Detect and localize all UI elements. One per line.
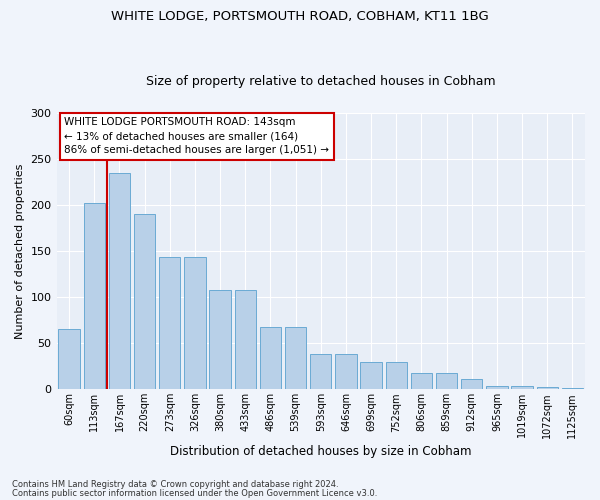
Bar [411, 372, 432, 390]
Bar [209, 290, 231, 390]
Bar [511, 386, 533, 390]
Text: WHITE LODGE PORTSMOUTH ROAD: 143sqm
← 13% of detached houses are smaller (164)
8: WHITE LODGE PORTSMOUTH ROAD: 143sqm ← 13… [64, 118, 329, 156]
Bar [536, 386, 558, 390]
Bar [58, 330, 80, 390]
Bar [335, 354, 356, 390]
Bar [184, 257, 206, 390]
Title: Size of property relative to detached houses in Cobham: Size of property relative to detached ho… [146, 76, 496, 88]
Bar [461, 379, 482, 390]
Bar [109, 173, 130, 390]
X-axis label: Distribution of detached houses by size in Cobham: Distribution of detached houses by size … [170, 444, 472, 458]
Text: Contains public sector information licensed under the Open Government Licence v3: Contains public sector information licen… [12, 489, 377, 498]
Bar [361, 362, 382, 390]
Bar [159, 257, 181, 390]
Y-axis label: Number of detached properties: Number of detached properties [15, 164, 25, 339]
Bar [386, 362, 407, 390]
Bar [285, 326, 307, 390]
Bar [310, 354, 331, 390]
Bar [235, 290, 256, 390]
Bar [260, 326, 281, 390]
Bar [562, 388, 583, 390]
Text: WHITE LODGE, PORTSMOUTH ROAD, COBHAM, KT11 1BG: WHITE LODGE, PORTSMOUTH ROAD, COBHAM, KT… [111, 10, 489, 23]
Bar [436, 372, 457, 390]
Text: Contains HM Land Registry data © Crown copyright and database right 2024.: Contains HM Land Registry data © Crown c… [12, 480, 338, 489]
Bar [134, 214, 155, 390]
Bar [486, 386, 508, 390]
Bar [83, 204, 105, 390]
